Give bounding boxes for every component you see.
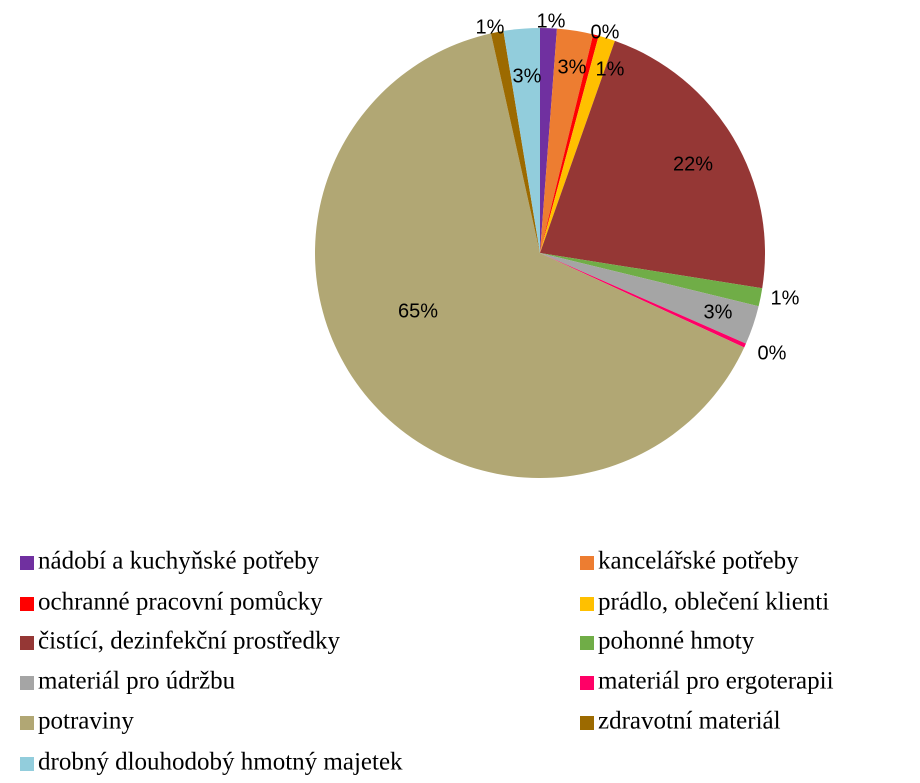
pie-slice [490, 30, 540, 253]
legend-swatch [20, 597, 34, 611]
data-label: 3% [704, 301, 733, 323]
legend-label: materiál pro údržbu [38, 668, 236, 695]
legend-label: potraviny [38, 708, 134, 735]
pie-slice [540, 35, 615, 254]
legend-label: nádobí a kuchyňské potřeby [38, 548, 320, 575]
data-label: 0% [758, 342, 787, 364]
legend-swatch [580, 597, 594, 611]
legend-swatch [20, 636, 34, 650]
pie-slice [540, 253, 746, 348]
data-label: 1% [771, 287, 800, 309]
data-label: 3% [513, 65, 542, 87]
data-label: 1% [476, 16, 505, 38]
pie-slice [315, 33, 745, 478]
data-label: 1% [596, 58, 625, 80]
data-label: 65% [398, 300, 438, 322]
legend-label: ochranné pracovní pomůcky [38, 589, 323, 616]
legend-label: drobný dlouhodobý hmotný majetek [38, 749, 403, 776]
legend-swatch [20, 556, 34, 570]
data-label: 3% [558, 56, 587, 78]
legend-label: materiál pro ergoterapii [598, 668, 834, 695]
legend-swatch [580, 716, 594, 730]
legend-swatch [580, 676, 594, 690]
legend-label: čistící, dezinfekční prostředky [38, 628, 340, 655]
pie-slice [540, 40, 765, 289]
data-label: 1% [537, 10, 566, 32]
legend-label: pohonné hmoty [598, 628, 755, 655]
legend-swatch [20, 716, 34, 730]
pie-slice [540, 28, 594, 253]
pie-slice [540, 34, 599, 253]
legend-swatch [20, 757, 34, 771]
legend-label: prádlo, oblečení klienti [598, 589, 829, 616]
legend-swatch [580, 556, 594, 570]
pie-slice [503, 28, 540, 253]
legend-label: kancelářské potřeby [598, 548, 799, 575]
legend-label: zdravotní materiál [598, 708, 781, 735]
data-label: 0% [591, 21, 620, 43]
data-label: 22% [673, 153, 713, 175]
pie-slice [540, 253, 763, 307]
pie-slice [540, 253, 759, 344]
legend-swatch [580, 636, 594, 650]
pie-slice [540, 28, 557, 253]
legend-swatch [20, 676, 34, 690]
